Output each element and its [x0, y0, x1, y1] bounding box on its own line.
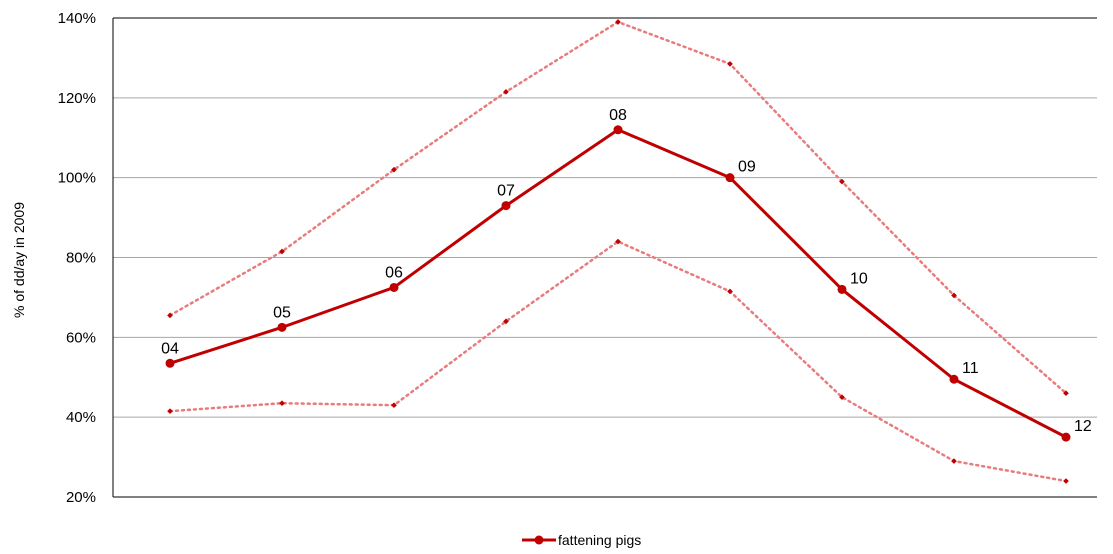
- y-tick-label: 20%: [66, 489, 96, 506]
- y-tick-label: 60%: [66, 329, 96, 346]
- y-axis-label: % of dd/ay in 2009: [11, 202, 27, 318]
- data-point: [389, 282, 399, 292]
- data-point: [1063, 390, 1069, 397]
- data-point: [949, 374, 959, 384]
- data-point: [839, 178, 845, 185]
- series-line-dotted-lower: [168, 240, 1068, 483]
- data-point: [839, 394, 845, 401]
- data-point: [613, 125, 623, 135]
- data-point: [165, 358, 175, 368]
- data-point: [727, 288, 733, 295]
- data-point: [951, 292, 957, 299]
- data-point: [727, 61, 733, 67]
- y-tick-label: 120%: [58, 90, 96, 107]
- series-group: 04 05 06 07 08 09 10 11 12: [161, 19, 1092, 484]
- data-point: [279, 248, 285, 255]
- data-point: [391, 166, 397, 173]
- data-label: 12: [1074, 418, 1092, 435]
- legend-swatch-marker: [534, 535, 544, 545]
- data-point: [279, 400, 285, 407]
- data-label: 04: [161, 340, 179, 357]
- data-label: 09: [738, 159, 756, 176]
- data-point: [725, 173, 735, 183]
- data-label: 11: [962, 360, 979, 377]
- legend: fattening pigs: [522, 532, 641, 548]
- y-tick-label: 100%: [58, 170, 96, 187]
- data-label: 05: [273, 304, 291, 321]
- legend-label: fattening pigs: [558, 532, 641, 548]
- data-point: [277, 322, 287, 332]
- series-line-fattening-pigs: [169, 128, 1067, 439]
- data-point: [167, 408, 173, 415]
- gridlines: [113, 17, 1097, 418]
- data-label: 06: [385, 264, 403, 281]
- data-point: [1061, 432, 1071, 442]
- data-point: [615, 238, 621, 245]
- data-point: [615, 19, 621, 25]
- data-point: [503, 89, 509, 95]
- data-point: [501, 201, 511, 211]
- y-tick-label: 80%: [66, 250, 96, 267]
- y-tick-label: 40%: [66, 409, 96, 426]
- data-label: 07: [497, 183, 515, 200]
- axes: [112, 18, 1097, 498]
- data-point: [167, 312, 173, 319]
- y-tick-label: 140%: [58, 10, 96, 27]
- y-tick-labels: 20% 40% 60% 80% 100% 120% 140%: [58, 10, 96, 506]
- data-point: [951, 458, 957, 464]
- data-label: 08: [609, 107, 627, 124]
- data-label: 10: [850, 270, 868, 287]
- data-point: [391, 402, 397, 409]
- data-point: [837, 284, 847, 294]
- data-point: [503, 318, 509, 325]
- data-point: [1063, 478, 1069, 484]
